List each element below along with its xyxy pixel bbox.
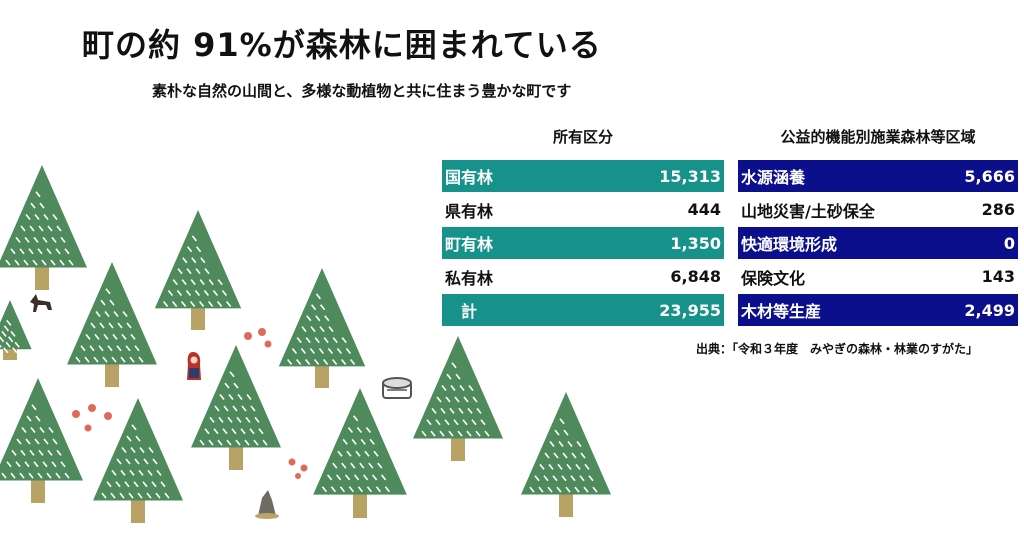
tree-icon: [413, 336, 503, 461]
row-value: 0: [1003, 233, 1015, 253]
tree-icon: [93, 398, 183, 523]
table-row: 木材等生産 2,499: [738, 294, 1018, 326]
row-value: 1,350: [670, 233, 721, 253]
table-row: 水源涵養 5,666: [738, 160, 1018, 192]
row-label: 県有林: [445, 201, 494, 221]
table-row: 町有林 1,350: [442, 227, 724, 259]
table-row: 保険文化 143: [738, 261, 1018, 293]
zoning-table: 水源涵養 5,666 山地災害/土砂保全 286 快適環境形成 0 保険文化 143 木…: [738, 160, 1018, 328]
source-note: 出典：「令和３年度 みやぎの森林・林業のすがた」: [696, 342, 979, 356]
row-label: 計: [445, 302, 478, 321]
table-row: 山地災害/土砂保全 286: [738, 194, 1018, 226]
tree-icon: [0, 378, 83, 503]
table-row: 県有林 444: [442, 194, 724, 226]
ownership-table: 国有林 15,313 県有林 444 町有林 1,350 私有林 6,848 計 23,9…: [442, 160, 724, 328]
table-row: 私有林 6,848: [442, 261, 724, 293]
row-label: 町有林: [445, 235, 494, 254]
red-riding-hood-icon: [187, 352, 201, 380]
stump-icon: [255, 490, 279, 519]
row-value: 444: [687, 200, 721, 219]
row-value: 15,313: [659, 166, 721, 186]
row-label: 保険文化: [741, 268, 806, 288]
tree-icon: [0, 165, 87, 290]
row-label: 木材等生産: [741, 302, 822, 321]
table-row: 快適環境形成 0: [738, 227, 1018, 259]
row-label: 快適環境形成: [741, 235, 838, 254]
tree-icon: [191, 345, 281, 470]
row-label: 国有林: [445, 168, 494, 187]
flowers-icon: [72, 328, 308, 479]
row-label: 私有林: [445, 268, 494, 288]
well-icon: [382, 377, 412, 399]
ownership-header: 所有区分: [552, 128, 613, 146]
wolf-icon: [30, 294, 52, 312]
tree-icon: [313, 388, 407, 518]
page-subtitle: 素朴な自然の山間と、多様な動植物と共に住まう豊かな町です: [152, 82, 572, 100]
tree-icon: [67, 262, 157, 387]
zoning-header: 公益的機能別施業森林等区域: [780, 128, 976, 146]
row-value: 143: [981, 267, 1015, 286]
page-title: 町の約 91%が森林に囲まれている: [82, 26, 602, 64]
row-label: 山地災害/土砂保全: [741, 201, 875, 221]
table-row: 計 23,955: [442, 294, 724, 326]
forest-illustration: [0, 165, 611, 523]
tree-icon: [521, 392, 611, 517]
row-value: 2,499: [964, 300, 1015, 320]
tree-icon: [154, 210, 242, 330]
row-value: 5,666: [964, 166, 1015, 186]
row-label: 水源涵養: [741, 168, 806, 187]
row-value: 6,848: [670, 267, 721, 286]
table-row: 国有林 15,313: [442, 160, 724, 192]
tree-icon: [278, 268, 366, 388]
tree-icon: [0, 300, 32, 360]
row-value: 286: [981, 200, 1015, 219]
row-value: 23,955: [659, 300, 721, 320]
